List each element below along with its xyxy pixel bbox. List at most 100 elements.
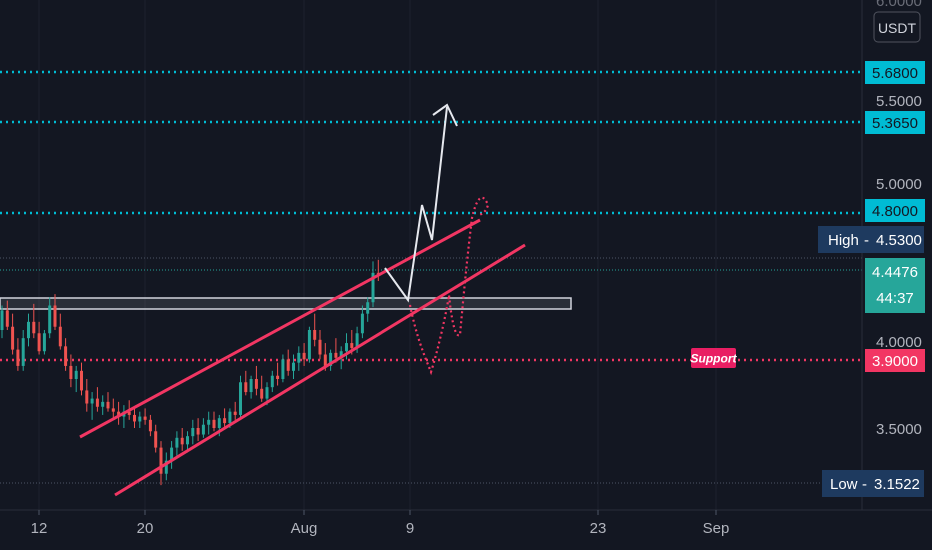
candle-body (244, 382, 248, 393)
candle-body (323, 354, 327, 366)
candle-body (117, 411, 121, 417)
candle-body (207, 419, 211, 425)
candle-body (180, 437, 184, 445)
candle-body (307, 330, 311, 360)
candle-body (5, 310, 9, 327)
candle-body (133, 414, 136, 422)
channel-lower-line[interactable] (114, 243, 526, 497)
candle-body (58, 326, 62, 347)
candle-body (265, 387, 269, 399)
candle-body (313, 330, 317, 340)
low-value: 3.1522 (874, 476, 920, 493)
last-price-tag: 4.4476 44:37 (865, 258, 925, 313)
price-tick-5000: 5.0000 (876, 176, 922, 193)
candle-body (239, 382, 242, 415)
alternative-path[interactable] (408, 196, 490, 376)
candle-body (175, 437, 179, 448)
candle-body (260, 388, 264, 399)
time-axis[interactable]: 12 20 Aug 9 23 Sep (31, 510, 730, 537)
low-tag: Low - 3.1522 (822, 470, 924, 497)
candle-body (376, 272, 380, 274)
last-price-value: 4.4476 (872, 264, 918, 281)
candle-body (64, 346, 68, 366)
candle-body (217, 418, 221, 428)
time-tick-12: 12 (31, 520, 48, 537)
candle-body (371, 272, 375, 303)
candle-body (366, 302, 370, 314)
candle-body (249, 379, 253, 393)
time-tick-aug: Aug (291, 520, 318, 537)
level-tag-5680 (865, 61, 925, 84)
price-tick-4000: 4.0000 (876, 334, 922, 351)
candle-body (42, 333, 46, 352)
candle-body (95, 398, 99, 407)
candle-body (138, 416, 142, 422)
level-tag-4800-text: 4.8000 (872, 203, 918, 220)
candle-body (228, 411, 232, 424)
support-label: Support (691, 348, 738, 368)
candle-body (186, 436, 189, 445)
candle-body (48, 305, 52, 334)
candle-body (80, 370, 83, 391)
candle-body (154, 431, 158, 448)
candle-body (281, 359, 285, 379)
currency-button[interactable]: USDT (873, 11, 921, 43)
candle-body (101, 401, 105, 407)
grid (38, 0, 717, 510)
candle-body (27, 321, 30, 339)
price-tick-partial: 6.0000 (876, 0, 922, 10)
candle-body (164, 460, 168, 474)
level-tag-5680-text: 5.6800 (872, 65, 918, 82)
candle-body (111, 408, 115, 412)
candle-body (90, 398, 94, 404)
price-axis[interactable]: 6.0000 USDT 5.5000 5.0000 4.0000 3.5000 … (818, 0, 925, 497)
high-value: 4.5300 (876, 232, 922, 249)
bar-countdown: 44:37 (876, 290, 914, 307)
candle-body (329, 352, 333, 366)
channel-upper-line[interactable] (79, 218, 481, 439)
candle-body (159, 447, 163, 474)
support-text: Support (691, 352, 738, 366)
candle-body (32, 321, 36, 334)
projection-arrowhead (432, 103, 458, 127)
candle-body (350, 343, 354, 348)
time-tick-9: 9 (406, 520, 414, 537)
candle-body (196, 428, 200, 435)
candle-body (360, 313, 364, 334)
svg-text:-: - (862, 476, 867, 493)
candle-body (212, 419, 216, 428)
level-tag-5365 (865, 111, 925, 134)
candle-body (334, 352, 338, 358)
candle-body (16, 349, 20, 366)
candle-body (297, 352, 301, 363)
candle-body (254, 379, 258, 389)
resistance-zone[interactable] (0, 297, 572, 310)
time-tick-sep: Sep (703, 520, 730, 537)
candle-body (302, 352, 306, 360)
projection-path[interactable] (384, 106, 448, 303)
time-tick-20: 20 (137, 520, 154, 537)
low-title: Low (830, 476, 858, 493)
candle-body (53, 305, 57, 327)
candle-body (286, 359, 290, 371)
candle-body (127, 411, 131, 415)
candle-body (223, 418, 227, 424)
candle-body (69, 365, 73, 379)
price-tick-5500: 5.5000 (876, 93, 922, 110)
candle-body (74, 370, 78, 379)
candle-body (143, 416, 147, 420)
candle-body (0, 310, 4, 330)
currency-label: USDT (878, 20, 917, 36)
time-tick-23: 23 (590, 520, 607, 537)
price-tick-3500: 3.5000 (876, 421, 922, 438)
svg-text:-: - (864, 232, 869, 249)
candle-body (170, 447, 174, 461)
candle-body (318, 339, 322, 355)
candle-body (355, 333, 359, 348)
candle-body (106, 401, 110, 409)
level-tag-5365-text: 5.3650 (872, 115, 918, 132)
candle-body (270, 375, 274, 388)
candle-body (233, 411, 237, 415)
